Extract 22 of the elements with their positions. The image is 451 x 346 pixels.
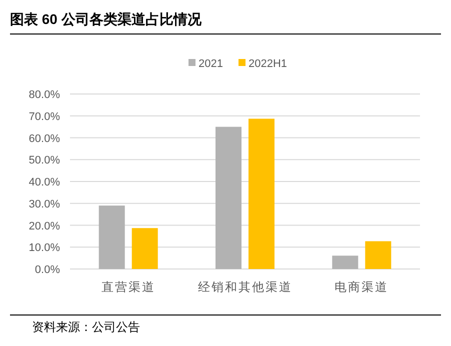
y-tick-label: 60.0%	[28, 132, 60, 145]
y-tick-label: 80.0%	[28, 89, 60, 101]
chart-title: 图表 60 公司各类渠道占比情况	[10, 11, 202, 27]
y-tick-label: 0.0%	[34, 264, 60, 276]
bar	[98, 206, 125, 269]
bar	[332, 256, 358, 269]
legend-label: 2022H1	[248, 58, 288, 70]
bar	[216, 126, 242, 269]
bar	[365, 241, 392, 269]
y-tick-label: 10.0%	[28, 242, 60, 254]
text: 资料来源：公司公告	[32, 320, 140, 334]
x-tick-label: 经销和其他渠道	[198, 280, 292, 294]
y-tick-label: 30.0%	[28, 198, 60, 210]
y-tick-label: 70.0%	[28, 110, 60, 123]
legend-label: 2021	[198, 58, 223, 70]
x-tick-label: 直营渠道	[101, 280, 156, 294]
y-tick-label: 50.0%	[28, 154, 60, 167]
y-tick-label: 40.0%	[28, 176, 60, 188]
bar	[248, 118, 274, 269]
bar	[132, 228, 158, 269]
x-tick-label: 电商渠道	[334, 280, 389, 294]
y-tick-label: 20.0%	[28, 220, 60, 232]
